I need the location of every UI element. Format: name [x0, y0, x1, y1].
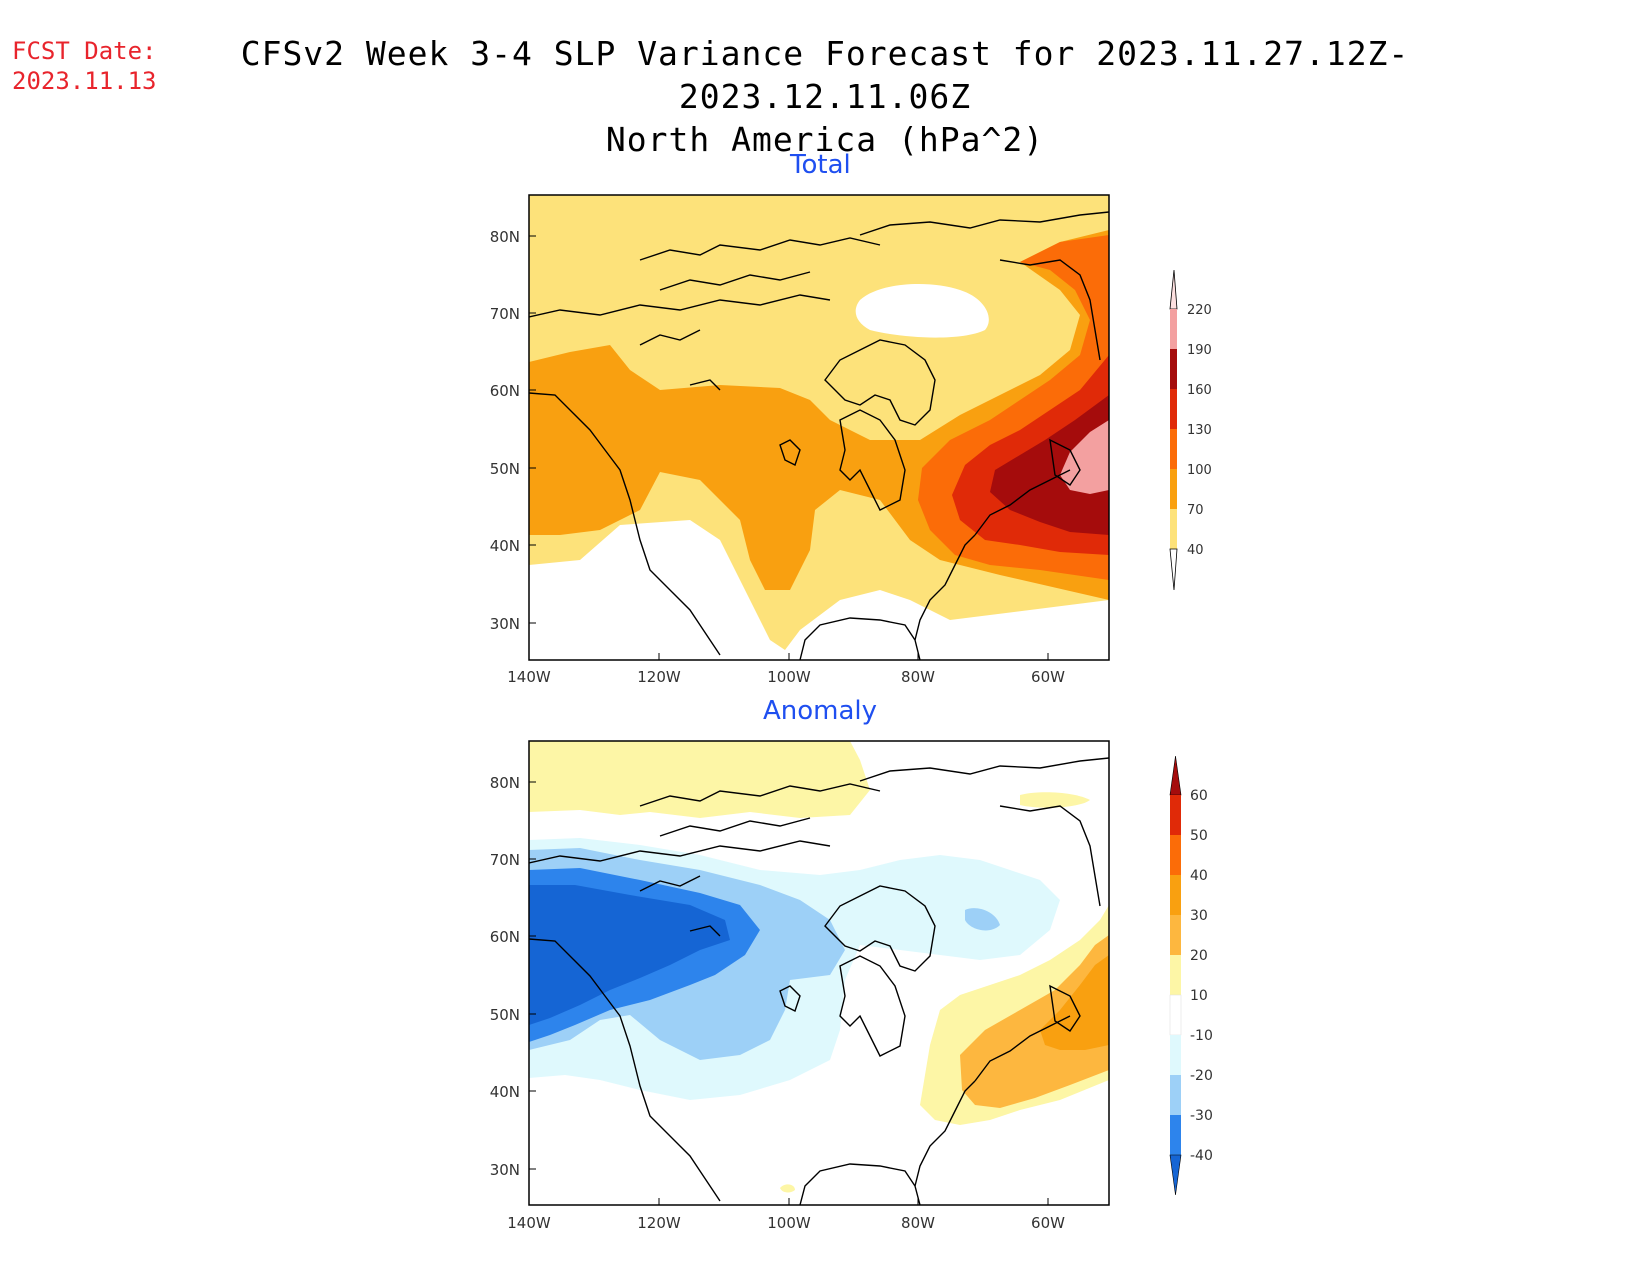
figure-title: CFSv2 Week 3-4 SLP Variance Forecast for…: [160, 32, 1490, 161]
anomaly-colorbar-tip-top: [1169, 755, 1182, 796]
total-shading: [529, 195, 1109, 660]
lat-label-80n: 80N: [490, 774, 520, 792]
lat-label-30n: 30N: [490, 1161, 520, 1179]
lon-label-100w: 100W: [767, 1214, 811, 1232]
total-colorbar-swatch-190-220: [1170, 309, 1177, 349]
total-colorbar-swatch-160-190: [1170, 349, 1177, 389]
anomaly-colorbar-label-50: 50: [1190, 828, 1208, 844]
anomaly-colorbar-swatch-30-40: [1170, 875, 1181, 915]
total-colorbar-label-70: 70: [1187, 503, 1204, 518]
total-colorbar-label-40: 40: [1187, 543, 1204, 558]
lat-label-60n: 60N: [490, 382, 520, 400]
lat-label-50n: 50N: [490, 460, 520, 478]
title-line-2: North America (hPa^2): [605, 120, 1045, 159]
lat-label-60n: 60N: [490, 928, 520, 946]
lat-label-80n: 80N: [490, 228, 520, 246]
total-colorbar-swatch-70-100: [1170, 469, 1177, 509]
total-map: 80N 70N 60N 50N 40N 30N 140W 120W 100W 8…: [490, 194, 1110, 686]
forecast-date-label: FCST Date:: [12, 37, 157, 65]
panel-title-anomaly: Anomaly: [763, 696, 878, 726]
lat-label-50n: 50N: [490, 1006, 520, 1024]
total-colorbar-swatch-130-160: [1170, 389, 1177, 429]
forecast-date: FCST Date: 2023.11.13: [12, 36, 157, 96]
anomaly-colorbar-tip-bottom: [1169, 1154, 1182, 1196]
anomaly-colorbar-label-minus20: -20: [1190, 1068, 1213, 1084]
lat-label-30n: 30N: [490, 615, 520, 633]
anomaly-lat-axis: 80N 70N 60N 50N 40N 30N: [490, 774, 536, 1179]
lon-label-140w: 140W: [507, 1214, 551, 1232]
anomaly-colorbar-label-minus30: -30: [1190, 1108, 1213, 1124]
anomaly-coastlines: [529, 757, 1109, 1205]
anomaly-colorbar-swatch-20-30: [1170, 915, 1181, 955]
total-colorbar-tip-top: [1169, 269, 1178, 310]
anomaly-colorbar-swatch-neutral: [1169, 994, 1182, 1036]
anomaly-colorbar-label-minus40: -40: [1190, 1148, 1213, 1164]
total-colorbar-label-130: 130: [1187, 423, 1212, 438]
anomaly-colorbar-label-10: 10: [1190, 988, 1208, 1004]
anomaly-colorbar-swatch-minus10-20: [1170, 1035, 1181, 1075]
anomaly-colorbar-label-20: 20: [1190, 948, 1208, 964]
lon-label-60w: 60W: [1031, 668, 1065, 686]
total-colorbar-label-220: 220: [1187, 303, 1212, 318]
total-colorbar-swatch-40-70: [1170, 509, 1177, 549]
lat-label-40n: 40N: [490, 537, 520, 555]
lon-label-120w: 120W: [637, 668, 681, 686]
anomaly-colorbar-label-minus10: -10: [1190, 1028, 1213, 1044]
anomaly-lon-axis: 140W 120W 100W 80W 60W: [507, 1198, 1065, 1232]
anomaly-map: 80N 70N 60N 50N 40N 30N 140W 120W 100W 8…: [490, 740, 1110, 1232]
lon-label-60w: 60W: [1031, 1214, 1065, 1232]
anomaly-colorbar-swatch-40-50: [1170, 835, 1181, 875]
title-line-1: CFSv2 Week 3-4 SLP Variance Forecast for…: [240, 34, 1410, 116]
total-colorbar-tip-bottom: [1169, 548, 1178, 591]
anomaly-colorbar-label-30: 30: [1190, 908, 1208, 924]
total-lon-axis: 140W 120W 100W 80W 60W: [507, 653, 1065, 686]
total-colorbar-label-100: 100: [1187, 463, 1212, 478]
forecast-date-value: 2023.11.13: [12, 67, 157, 95]
anomaly-shading: [529, 741, 1109, 1205]
anomaly-colorbar-swatch-50-60: [1170, 795, 1181, 835]
total-colorbar: 220 190 160 130 100 70 40: [1169, 269, 1212, 591]
total-coastlines: [529, 211, 1109, 660]
anomaly-colorbar-swatch-minus30-40: [1170, 1115, 1181, 1155]
lon-label-100w: 100W: [767, 668, 811, 686]
anomaly-colorbar-label-60: 60: [1190, 788, 1208, 804]
anomaly-colorbar-swatch-minus20-30: [1170, 1075, 1181, 1115]
anomaly-colorbar: 60 50 40 30 20 10 -10 -20 -30 -40: [1169, 755, 1213, 1196]
lon-label-120w: 120W: [637, 1214, 681, 1232]
lat-label-40n: 40N: [490, 1083, 520, 1101]
total-colorbar-label-160: 160: [1187, 383, 1212, 398]
panel-title-total: Total: [790, 150, 851, 180]
lon-label-80w: 80W: [901, 1214, 935, 1232]
lat-label-70n: 70N: [490, 851, 520, 869]
lon-label-80w: 80W: [901, 668, 935, 686]
lon-label-140w: 140W: [507, 668, 551, 686]
anomaly-colorbar-label-40: 40: [1190, 868, 1208, 884]
anomaly-colorbar-swatch-10-20: [1170, 955, 1181, 995]
lat-label-70n: 70N: [490, 305, 520, 323]
total-lat-axis: 80N 70N 60N 50N 40N 30N: [490, 228, 536, 633]
total-colorbar-label-190: 190: [1187, 343, 1212, 358]
total-colorbar-swatch-100-130: [1170, 429, 1177, 469]
